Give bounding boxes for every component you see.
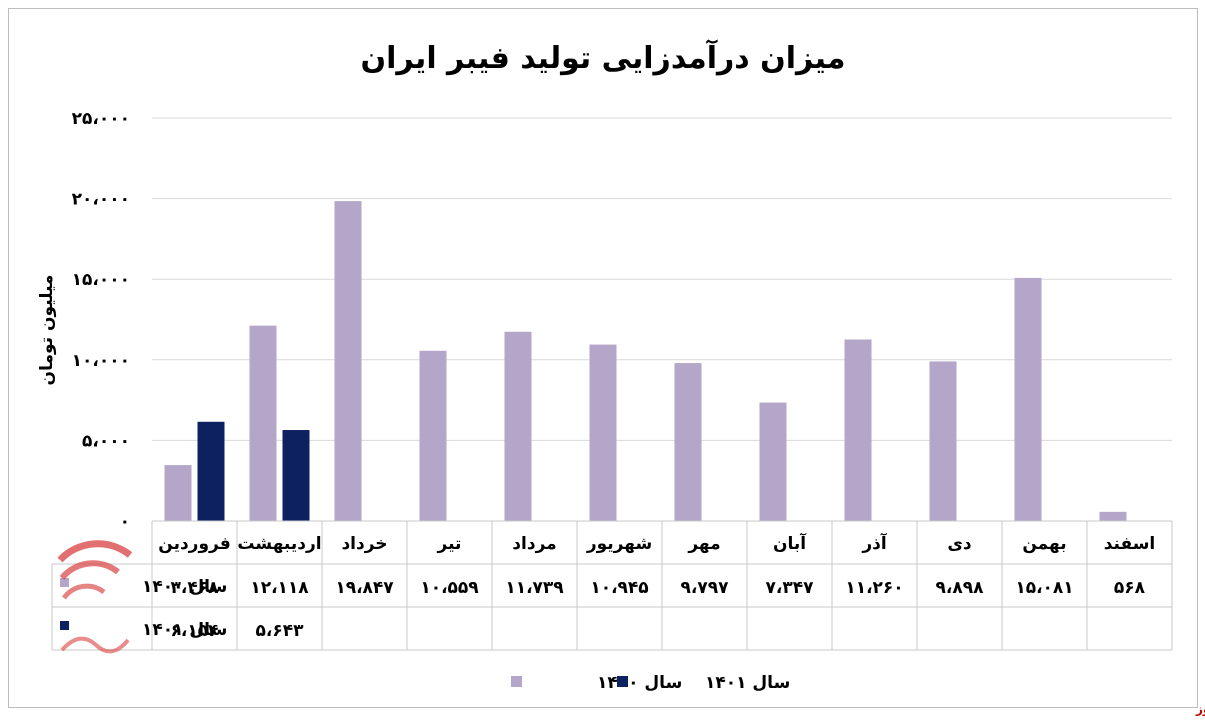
- data-label: ۱۱،۲۶۰: [845, 578, 903, 598]
- data-label: ۹،۸۹۸: [936, 578, 985, 598]
- bar-1400: [589, 344, 617, 521]
- y-tick-label: ۲۵،۰۰۰: [72, 109, 130, 129]
- bar-1401: [282, 430, 310, 521]
- bar-1400: [1014, 277, 1042, 521]
- data-label: ۱۰،۵۵۹: [420, 578, 479, 598]
- bar-1400: [929, 361, 957, 521]
- chart-title: میزان درآمدزایی تولید فیبر ایران: [361, 39, 846, 76]
- bar-1400: [334, 201, 362, 522]
- bars: [164, 201, 1127, 522]
- x-tick-label: اردیبهشت: [237, 534, 321, 554]
- data-label: ۵۶۸: [1114, 578, 1146, 598]
- gridlines: [152, 117, 1172, 441]
- data-table: فروردین اردیبهشت خرداد تیر مرداد شهریور مهر آبا…: [51, 520, 1173, 651]
- logo-swoosh: [60, 636, 130, 654]
- logo-arc: [57, 540, 133, 563]
- legend-swatch: [511, 676, 522, 687]
- data-label: ۶،۱۵۴: [171, 621, 219, 641]
- logo-arc: [59, 560, 120, 580]
- series-row-label: سال ۱۴۰۱: [142, 620, 227, 640]
- data-label: ۱۰،۹۴۵: [590, 578, 648, 598]
- watermark-text: بورس نیوز: [1195, 702, 1205, 717]
- data-label: ۱۲،۱۱۸: [250, 578, 309, 598]
- y-tick-label: ۱۰،۰۰۰: [72, 351, 130, 371]
- series-key-swatch: [60, 621, 69, 630]
- bar-1400: [1099, 511, 1127, 521]
- y-tick-label: ۲۰،۰۰۰: [72, 190, 130, 210]
- x-tick-label: دی: [947, 534, 972, 554]
- x-tick-label: مرداد: [512, 534, 556, 554]
- y-axis-ticks: ۰ ۵،۰۰۰ ۱۰،۰۰۰ ۱۵،۰۰۰ ۲۰،۰۰۰ ۲۵،۰۰۰: [72, 109, 130, 532]
- legend-swatch: [617, 676, 628, 687]
- y-tick-label: ۵،۰۰۰: [82, 431, 130, 451]
- x-tick-label: خرداد: [341, 534, 387, 554]
- x-tick-label: تیر: [437, 534, 462, 554]
- x-tick-label: آبان: [773, 532, 807, 554]
- bar-1401: [197, 421, 225, 521]
- series-row-label: سال ۱۴۰۰: [142, 577, 227, 597]
- legend: سال ۱۴۰۰ سال ۱۴۰۱: [511, 673, 790, 693]
- bar-1400: [504, 331, 532, 521]
- y-axis-label: میلیون تومان: [37, 275, 57, 386]
- bourse-news-logo: [57, 540, 133, 654]
- bar-1400: [419, 350, 447, 521]
- series-key-swatch: [60, 578, 69, 587]
- x-tick-label: آذر: [861, 532, 888, 554]
- bar-1400: [164, 465, 192, 521]
- bar-1400: [249, 325, 277, 521]
- logo-arc: [61, 583, 106, 600]
- data-label: ۱۱،۷۳۹: [505, 578, 564, 598]
- x-tick-label: شهریور: [586, 534, 652, 554]
- x-tick-label: بهمن: [1022, 534, 1066, 554]
- y-tick-label: ۱۵،۰۰۰: [72, 270, 130, 290]
- bar-1400: [759, 402, 787, 521]
- bar-1400: [674, 363, 702, 521]
- x-tick-label: مهر: [687, 534, 720, 554]
- x-tick-label: اسفند: [1104, 534, 1156, 554]
- x-tick-label: فروردین: [158, 534, 230, 554]
- legend-label: سال ۱۴۰۱: [705, 673, 790, 693]
- data-label: ۱۹،۸۴۷: [335, 578, 394, 598]
- legend-label: سال ۱۴۰۰: [597, 673, 682, 693]
- data-label: ۹،۷۹۷: [681, 578, 730, 598]
- y-tick-label: ۰: [120, 512, 130, 532]
- data-label: ۷،۳۴۷: [766, 578, 815, 598]
- data-label: ۳،۴۶۸: [171, 578, 220, 598]
- bar-1400: [844, 339, 872, 521]
- data-label: ۵،۶۴۳: [256, 621, 305, 641]
- data-label: ۱۵،۰۸۱: [1015, 578, 1073, 598]
